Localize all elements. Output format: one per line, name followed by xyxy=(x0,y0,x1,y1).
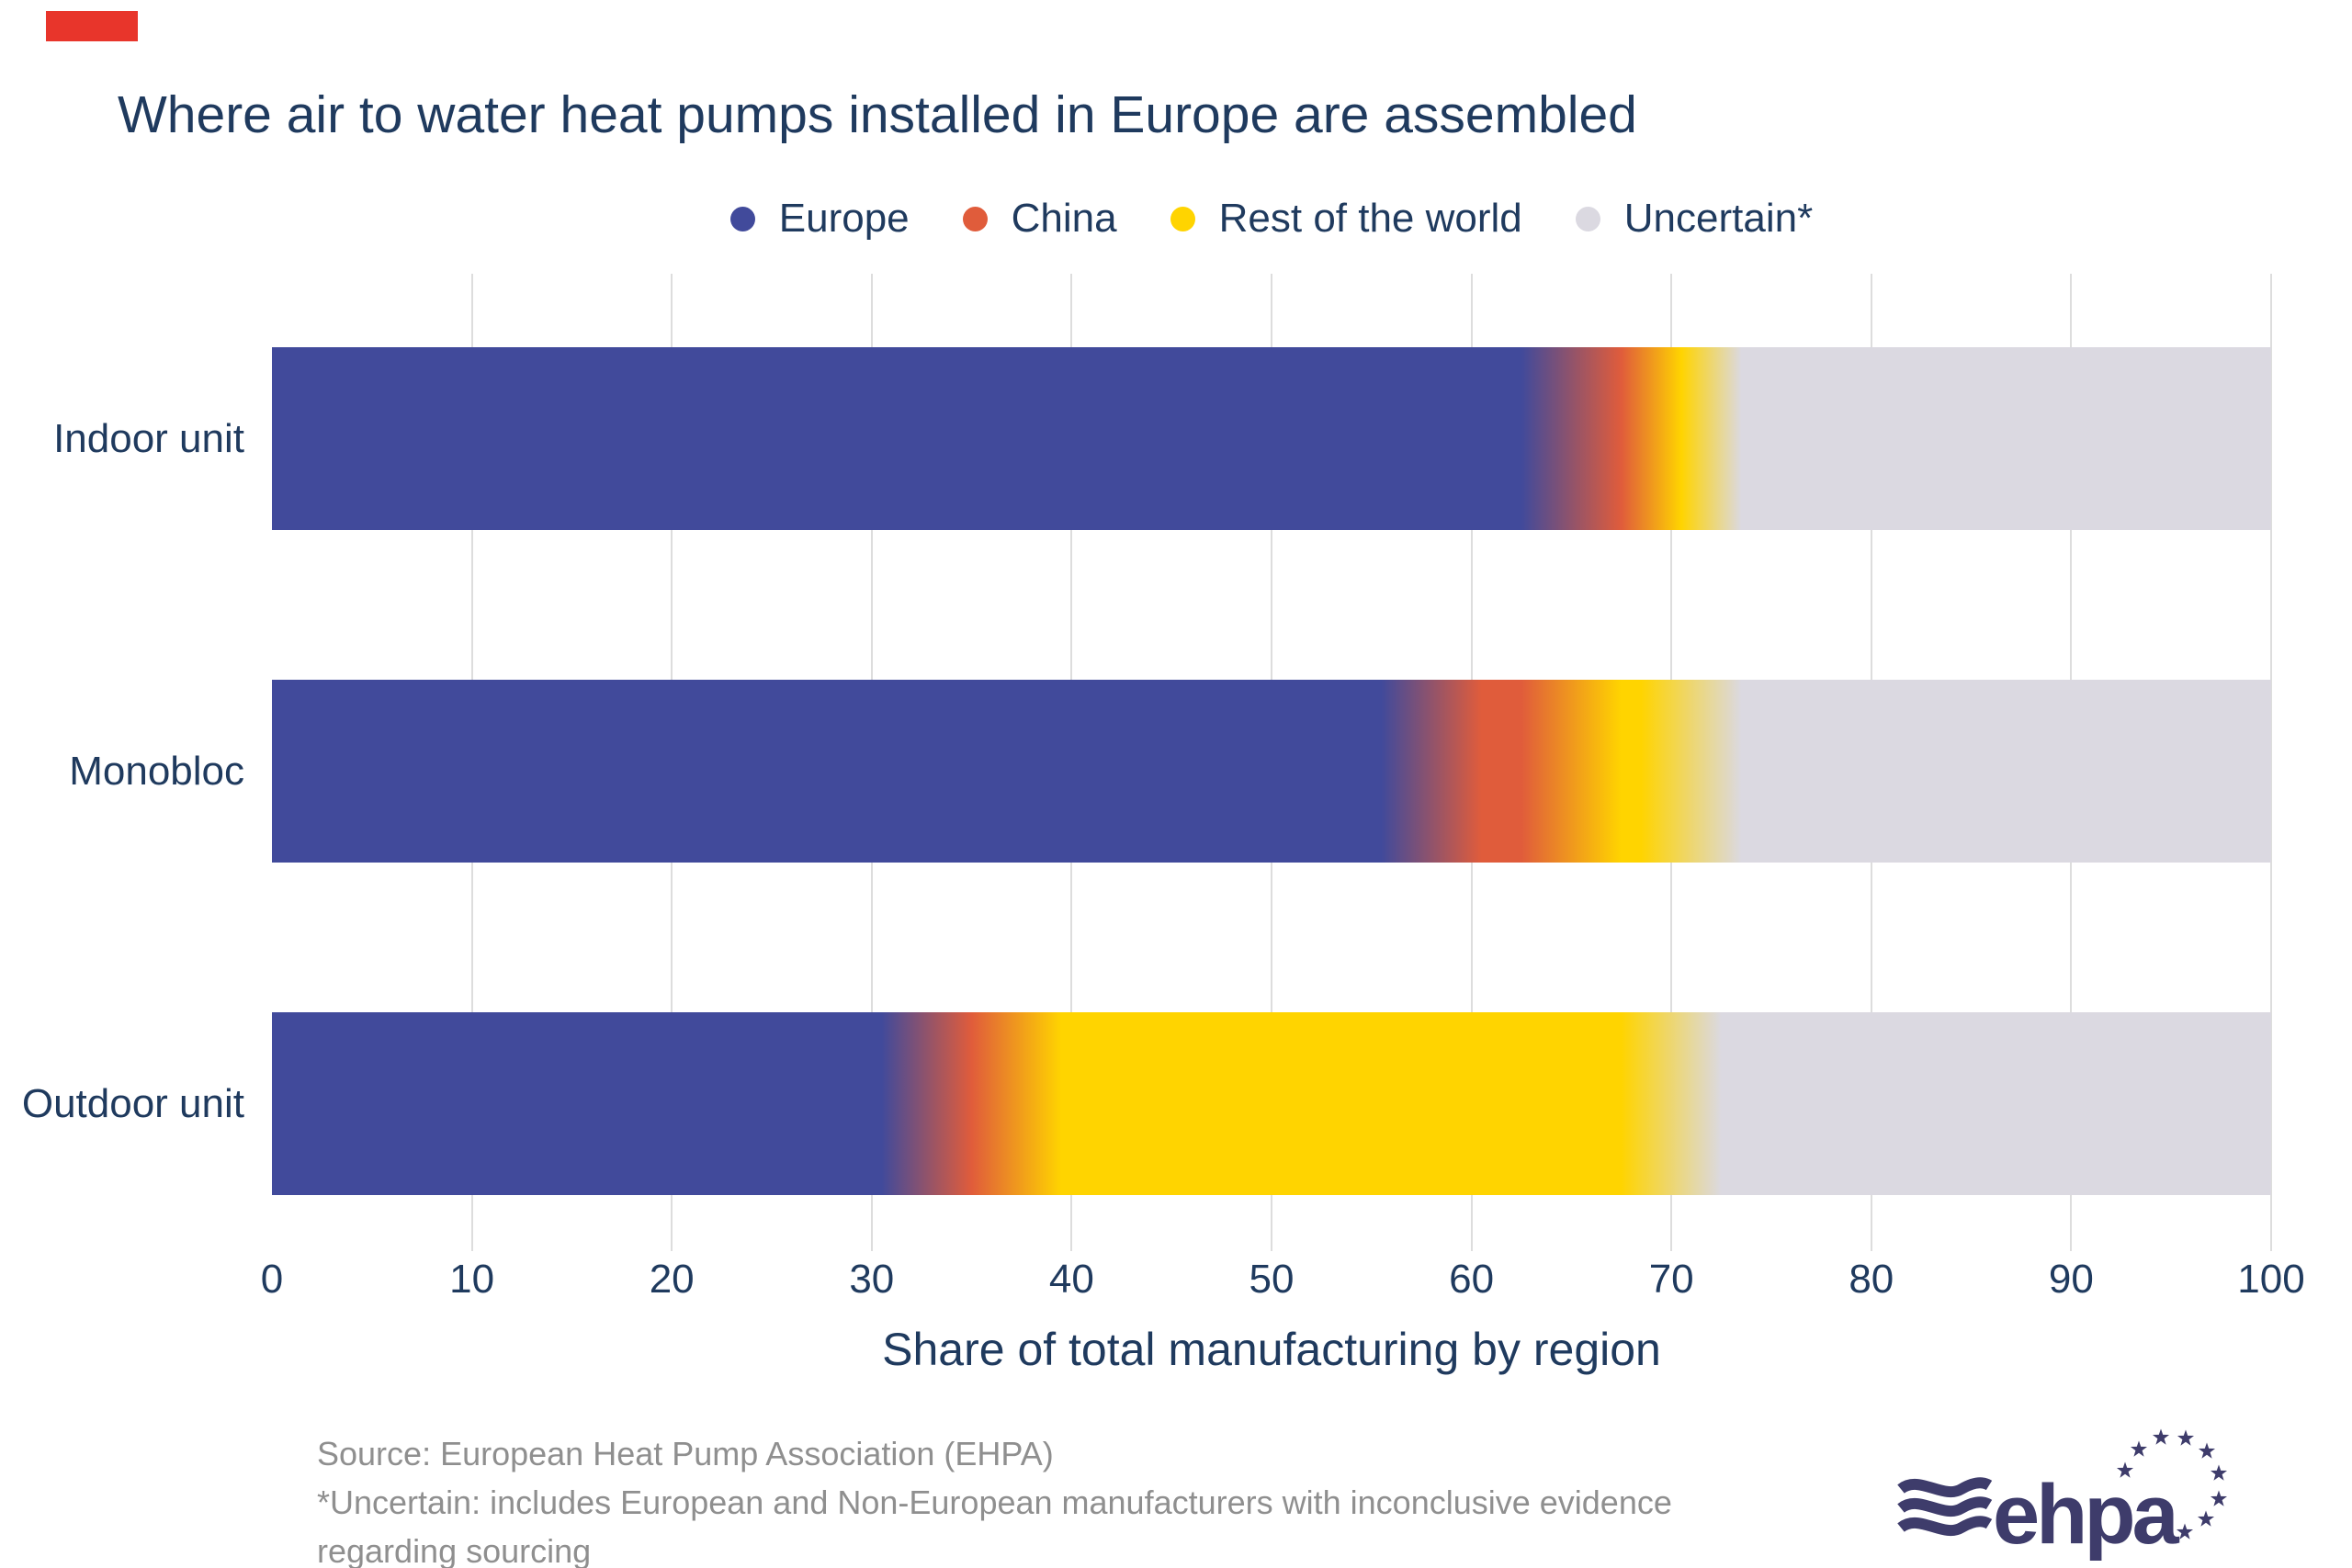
legend-label: Europe xyxy=(778,196,910,241)
bar-indoor-unit xyxy=(272,347,2271,530)
x-tick-30: 30 xyxy=(849,1257,895,1302)
logo-text: ehpa xyxy=(1993,1468,2180,1562)
bar-outdoor-unit xyxy=(272,1012,2271,1195)
chart-title: Where air to water heat pumps installed … xyxy=(118,85,1637,144)
gridline-100 xyxy=(2270,274,2272,1251)
legend-item-4: Uncertain* xyxy=(1575,196,1814,242)
legend-label: Uncertain* xyxy=(1623,196,1814,241)
brand-accent-mark xyxy=(46,11,138,41)
legend-dot-icon xyxy=(729,206,755,231)
x-tick-80: 80 xyxy=(1849,1257,1894,1302)
logo-waves-icon xyxy=(1897,1477,1993,1537)
source-line-2: *Uncertain: includes European and Non-Eu… xyxy=(317,1483,1672,1521)
bar-monobloc xyxy=(272,680,2271,863)
x-axis-title: Share of total manufacturing by region xyxy=(882,1324,1661,1375)
x-tick-100: 100 xyxy=(2237,1257,2305,1302)
category-label-1: Indoor unit xyxy=(53,415,244,461)
x-tick-50: 50 xyxy=(1249,1257,1295,1302)
x-tick-20: 20 xyxy=(649,1257,695,1302)
legend-dot-icon xyxy=(1575,206,1600,231)
source-line-3: regarding sourcing xyxy=(317,1532,592,1568)
x-tick-70: 70 xyxy=(1648,1257,1694,1302)
x-tick-90: 90 xyxy=(2048,1257,2094,1302)
legend-item-1: Europe xyxy=(729,196,910,242)
source-line-1: Source: European Heat Pump Association (… xyxy=(317,1435,1054,1472)
legend-item-3: Rest of the world xyxy=(1170,196,1522,242)
category-label-3: Outdoor unit xyxy=(21,1080,244,1126)
legend-dot-icon xyxy=(1170,206,1195,231)
plot-area xyxy=(272,274,2272,1251)
category-label-2: Monobloc xyxy=(69,748,244,794)
x-tick-40: 40 xyxy=(1048,1257,1094,1302)
x-tick-10: 10 xyxy=(449,1257,495,1302)
legend-label: China xyxy=(1011,196,1117,241)
legend: Europe China Rest of the world Uncertain* xyxy=(272,195,2271,243)
legend-dot-icon xyxy=(962,206,988,231)
source-note: Source: European Heat Pump Association (… xyxy=(317,1429,1672,1568)
legend-label: Rest of the world xyxy=(1218,196,1522,241)
legend-item-2: China xyxy=(962,196,1117,242)
x-tick-60: 60 xyxy=(1449,1257,1495,1302)
x-tick-0: 0 xyxy=(260,1257,284,1302)
ehpa-logo: ehpa xyxy=(1897,1428,2228,1562)
